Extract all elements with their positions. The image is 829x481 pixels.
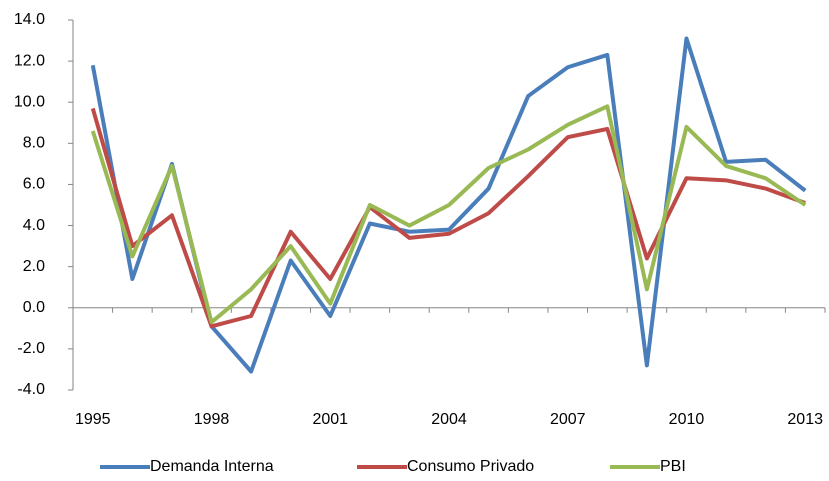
x-tick-label: 1995 xyxy=(75,411,111,428)
series-line xyxy=(90,107,806,329)
y-tick-label: 14.0 xyxy=(14,11,45,28)
y-tick-label: 4.0 xyxy=(23,217,45,234)
y-tick-label: 0.0 xyxy=(23,299,45,316)
x-tick-label: 2013 xyxy=(787,411,823,428)
x-tick-label: 2004 xyxy=(431,411,467,428)
y-tick-label: 12.0 xyxy=(14,52,45,69)
legend-label: Consumo Privado xyxy=(407,458,534,475)
y-tick-label: -2.0 xyxy=(17,340,45,357)
x-tick-label: 1998 xyxy=(194,411,230,428)
x-tick-label: 2001 xyxy=(312,411,348,428)
x-tick-label: 2007 xyxy=(550,411,586,428)
legend-label: Demanda Interna xyxy=(150,458,274,475)
y-tick-label: 6.0 xyxy=(23,176,45,193)
series-line xyxy=(90,104,807,325)
x-tick-label: 2010 xyxy=(669,411,705,428)
y-tick-label: 2.0 xyxy=(23,258,45,275)
y-tick-label: 10.0 xyxy=(14,93,45,110)
y-tick-label: -4.0 xyxy=(17,381,45,398)
legend-label: PBI xyxy=(660,458,686,475)
y-tick-label: 8.0 xyxy=(23,135,45,152)
